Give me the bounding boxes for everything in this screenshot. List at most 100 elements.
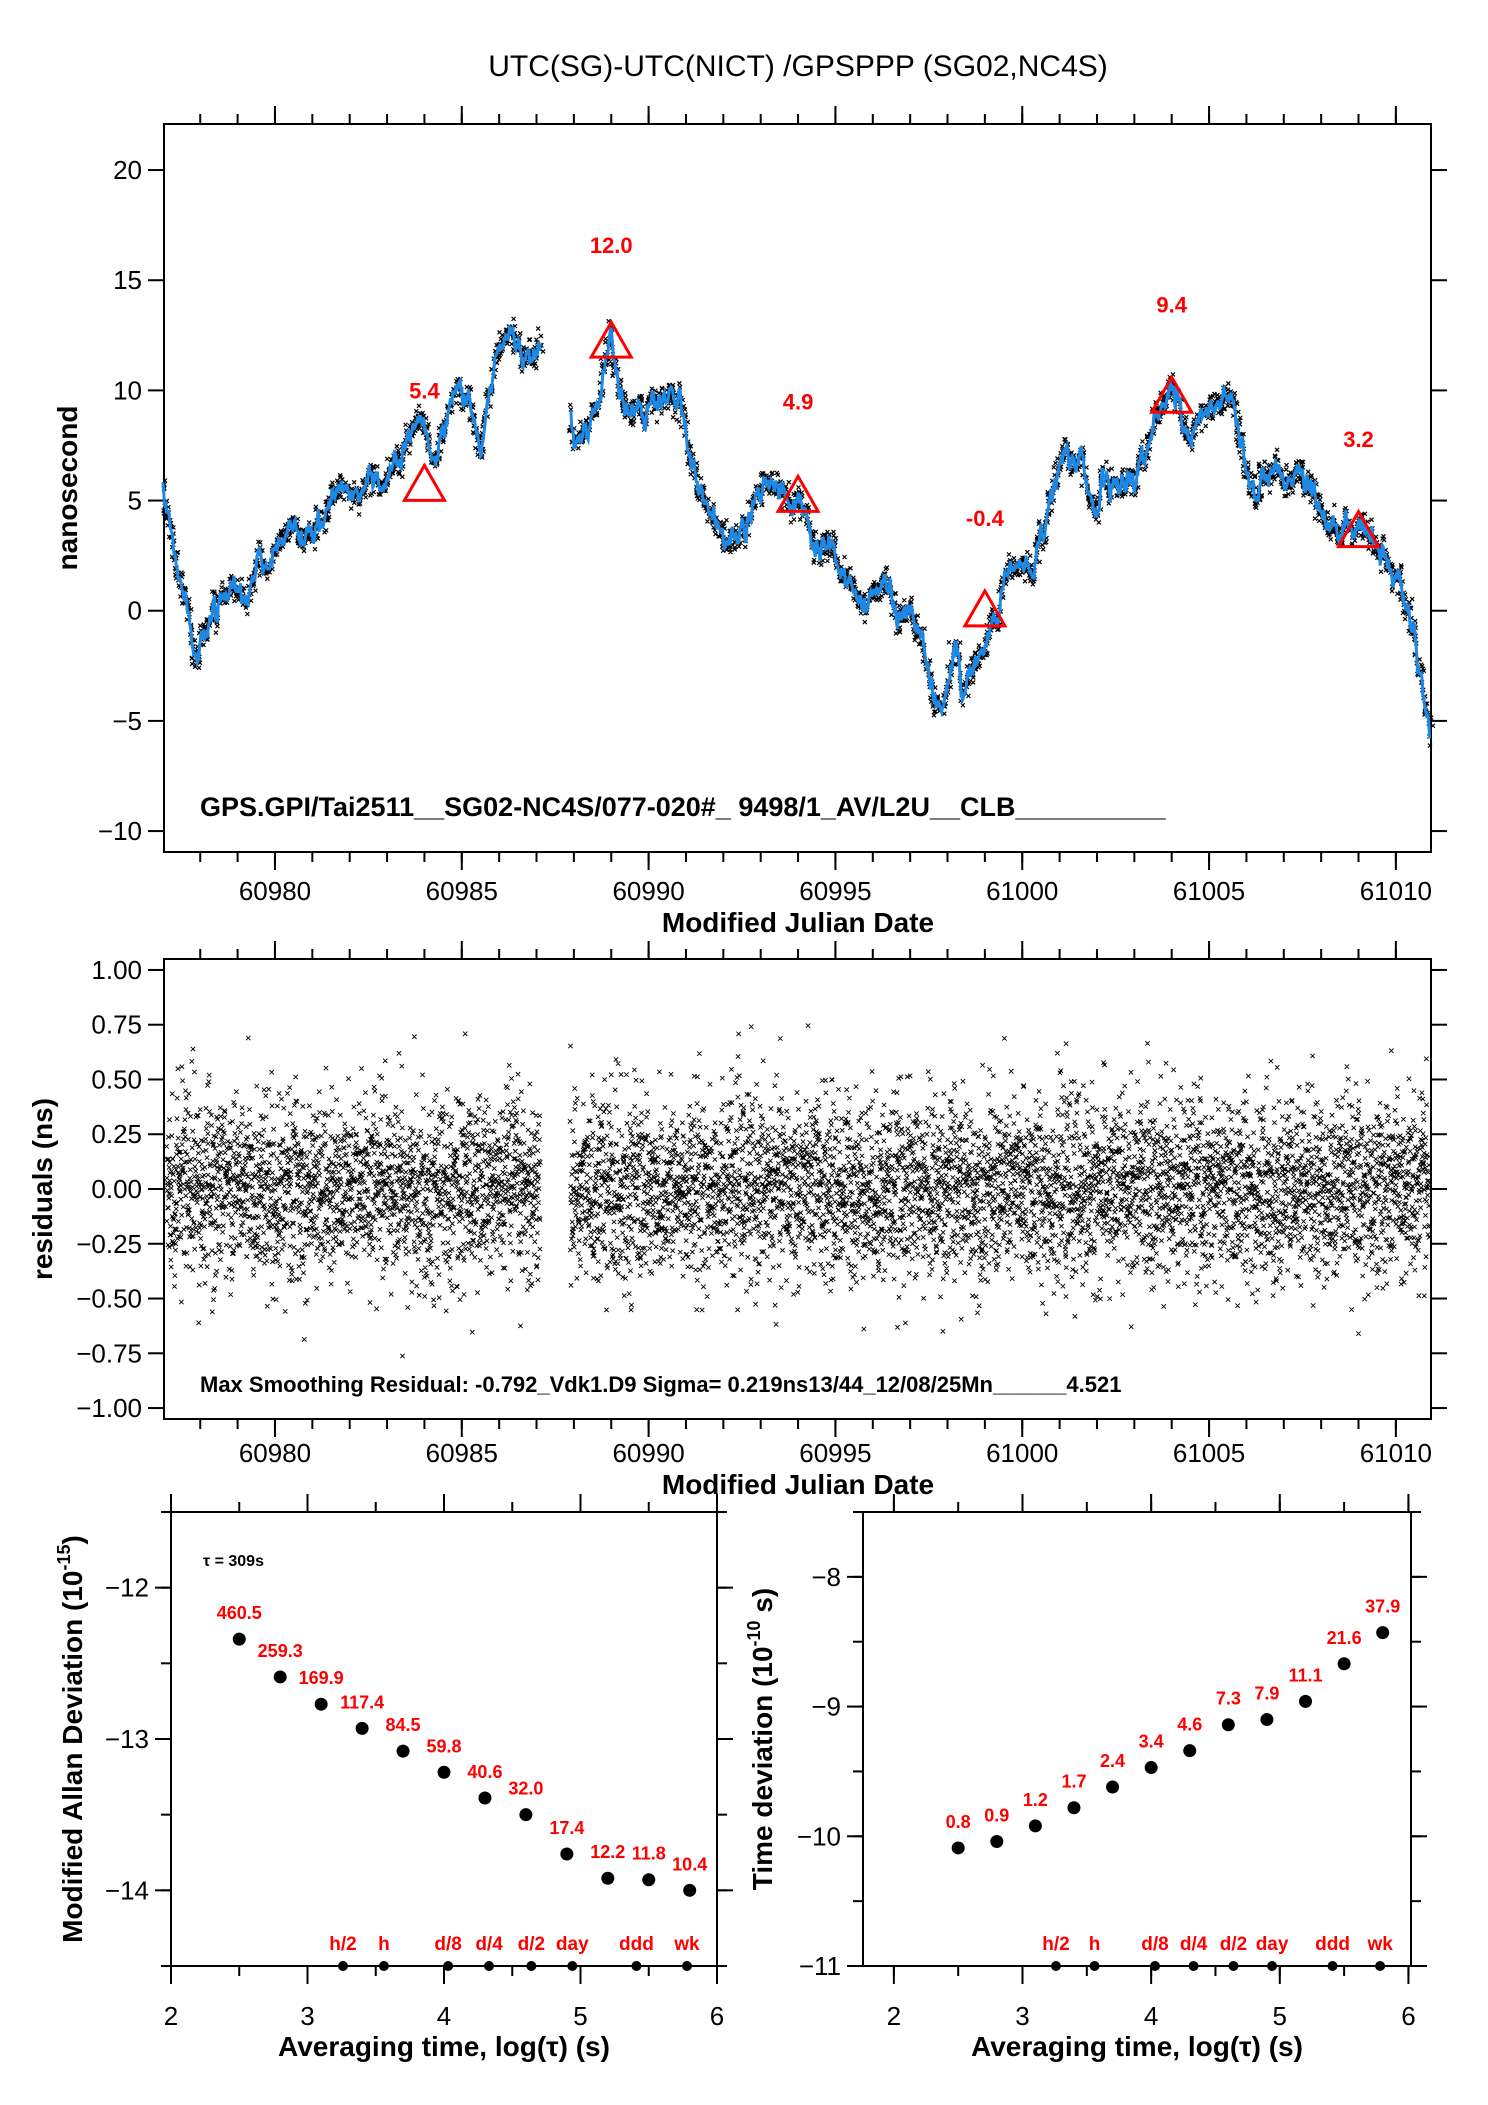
raw-point: [628, 421, 634, 427]
raw-point: [806, 505, 812, 510]
y-tick-label: 5: [128, 486, 142, 516]
raw-point: [338, 474, 344, 480]
raw-point: [786, 479, 792, 485]
raw-point: [649, 410, 655, 416]
interval-marker-label: h/2: [1042, 1934, 1069, 1955]
raw-point: [453, 400, 459, 406]
raw-point: [618, 377, 624, 383]
raw-point: [535, 326, 541, 332]
raw-point: [1225, 381, 1231, 386]
data-point: [1376, 1626, 1390, 1640]
panel4-ylabel-exp: -10: [744, 1620, 764, 1646]
raw-point: [842, 554, 847, 560]
x-tick-label: 2: [164, 2001, 178, 2031]
raw-point: [1256, 461, 1262, 467]
data-value-label: 17.4: [549, 1818, 584, 1838]
raw-point: [670, 414, 676, 420]
raw-point: [1358, 532, 1364, 538]
raw-point: [736, 544, 742, 550]
raw-point: [713, 531, 718, 537]
raw-point: [972, 650, 978, 655]
panel3-ylabel-end: ): [57, 1535, 88, 1544]
y-tick-label: −5: [112, 706, 142, 736]
raw-point: [517, 331, 523, 336]
interval-marker-label: day: [1256, 1934, 1289, 1955]
raw-point: [690, 451, 696, 457]
raw-point: [318, 509, 324, 515]
raw-point: [953, 661, 959, 667]
y-tick-label: 0: [128, 596, 142, 626]
data-value-label: 7.9: [1254, 1684, 1279, 1704]
interval-marker-label: d/8: [1141, 1934, 1168, 1955]
raw-point: [1286, 491, 1291, 497]
raw-point: [688, 443, 694, 449]
raw-point: [312, 546, 318, 552]
residual-points: [164, 1023, 1433, 1359]
raw-point: [527, 337, 533, 343]
raw-point: [1086, 504, 1092, 510]
raw-point: [253, 588, 259, 594]
interval-marker-dot: [1375, 1961, 1386, 1971]
raw-point: [281, 528, 287, 534]
raw-point: [922, 626, 928, 632]
raw-point: [1427, 743, 1433, 748]
raw-point: [1183, 414, 1189, 420]
raw-point: [622, 390, 628, 396]
marker-value-label: 9.4: [1156, 292, 1187, 317]
panel3-ylabel: Modified Allan Deviation (10-15): [54, 1535, 88, 1943]
raw-point: [742, 544, 748, 550]
data-point: [683, 1883, 697, 1897]
raw-point: [1362, 511, 1368, 517]
raw-point: [796, 484, 801, 490]
raw-point: [1381, 537, 1387, 543]
raw-point: [239, 576, 245, 582]
raw-point: [473, 445, 478, 451]
data-point: [560, 1847, 574, 1861]
panel3-ylabel-text: Modified Allan Deviation (10: [57, 1571, 88, 1943]
raw-point: [1259, 492, 1265, 498]
interval-marker-dot: [567, 1961, 578, 1971]
raw-point: [1234, 401, 1240, 407]
raw-point: [1305, 469, 1311, 475]
y-tick-label: 0.00: [91, 1174, 142, 1204]
raw-point: [356, 511, 362, 517]
raw-point: [1299, 459, 1304, 465]
raw-point: [903, 617, 909, 623]
raw-point: [241, 585, 247, 591]
raw-point: [1140, 439, 1145, 444]
raw-point: [407, 450, 412, 456]
raw-point: [440, 439, 446, 445]
interval-marker-dot: [1150, 1961, 1161, 1971]
raw-point: [1430, 723, 1436, 729]
data-point: [1337, 1657, 1351, 1671]
interval-marker-dot: [1267, 1961, 1278, 1971]
x-tick-label: 60990: [612, 1438, 684, 1468]
raw-point: [818, 562, 824, 568]
x-tick-label: 4: [1144, 2001, 1158, 2031]
raw-point: [532, 361, 538, 366]
raw-point: [1331, 502, 1337, 508]
raw-point: [351, 500, 357, 506]
raw-point: [732, 547, 738, 552]
x-tick-label: 61000: [986, 1438, 1058, 1468]
raw-point: [876, 595, 882, 601]
panel2-footer: Max Smoothing Residual: -0.792_Vdk1.D9 S…: [200, 1372, 1121, 1397]
interval-marker-dot: [1188, 1961, 1199, 1971]
raw-point: [1409, 596, 1415, 602]
raw-point: [384, 456, 390, 462]
raw-point: [825, 558, 830, 564]
raw-point: [879, 593, 885, 599]
interval-marker-dot: [378, 1961, 389, 1971]
data-value-label: 84.5: [386, 1715, 421, 1735]
raw-point: [672, 409, 678, 415]
raw-point: [1235, 409, 1241, 415]
data-point: [1028, 1819, 1042, 1833]
raw-point: [162, 478, 168, 483]
raw-point: [313, 504, 319, 510]
raw-point: [610, 373, 615, 379]
raw-point: [986, 614, 992, 620]
raw-point: [813, 529, 819, 535]
raw-point: [727, 547, 733, 553]
raw-point: [467, 417, 473, 423]
raw-point: [811, 560, 817, 565]
